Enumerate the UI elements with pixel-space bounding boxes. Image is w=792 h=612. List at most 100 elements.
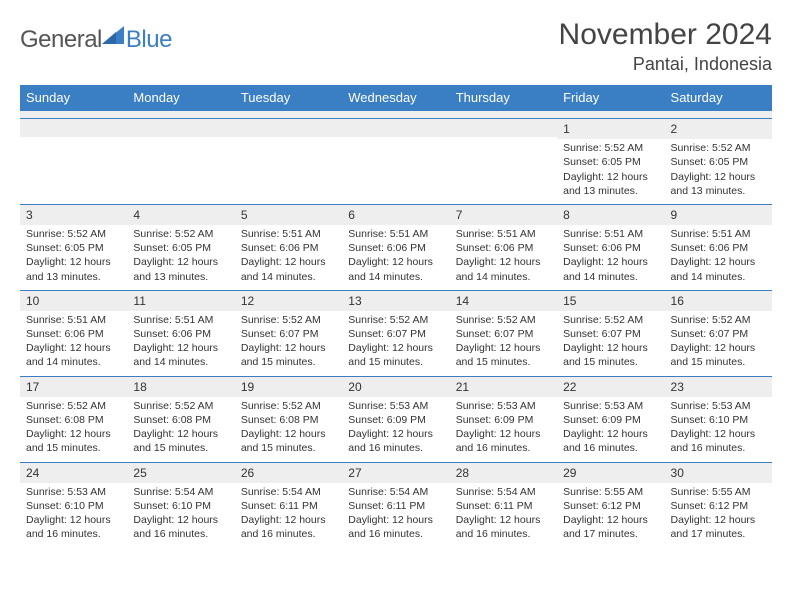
day-number: [342, 119, 449, 137]
day-sr: Sunrise: 5:53 AM: [348, 399, 443, 413]
day-sr: Sunrise: 5:52 AM: [671, 313, 766, 327]
calendar-day-cell: 11Sunrise: 5:51 AMSunset: 6:06 PMDayligh…: [127, 290, 234, 376]
day-ss: Sunset: 6:06 PM: [348, 241, 443, 255]
day-body: Sunrise: 5:54 AMSunset: 6:11 PMDaylight:…: [235, 483, 342, 548]
weekday-header: Monday: [127, 85, 234, 111]
day-ss: Sunset: 6:06 PM: [456, 241, 551, 255]
calendar-day-cell: 19Sunrise: 5:52 AMSunset: 6:08 PMDayligh…: [235, 376, 342, 462]
day-number: 16: [665, 291, 772, 311]
day-number: 13: [342, 291, 449, 311]
day-dl: Daylight: 12 hours and 15 minutes.: [563, 341, 658, 369]
day-body: Sunrise: 5:53 AMSunset: 6:10 PMDaylight:…: [665, 397, 772, 462]
calendar-day-cell: [450, 119, 557, 205]
day-body: Sunrise: 5:52 AMSunset: 6:08 PMDaylight:…: [20, 397, 127, 462]
day-number: 25: [127, 463, 234, 483]
calendar-day-cell: 2Sunrise: 5:52 AMSunset: 6:05 PMDaylight…: [665, 119, 772, 205]
calendar-day-cell: 9Sunrise: 5:51 AMSunset: 6:06 PMDaylight…: [665, 204, 772, 290]
day-number: 21: [450, 377, 557, 397]
day-body: Sunrise: 5:53 AMSunset: 6:10 PMDaylight:…: [20, 483, 127, 548]
calendar-day-cell: 30Sunrise: 5:55 AMSunset: 6:12 PMDayligh…: [665, 462, 772, 547]
weekday-header: Tuesday: [235, 85, 342, 111]
day-dl: Daylight: 12 hours and 15 minutes.: [241, 427, 336, 455]
day-dl: Daylight: 12 hours and 16 minutes.: [348, 513, 443, 541]
calendar-day-cell: 27Sunrise: 5:54 AMSunset: 6:11 PMDayligh…: [342, 462, 449, 547]
day-sr: Sunrise: 5:52 AM: [563, 313, 658, 327]
day-number: 9: [665, 205, 772, 225]
day-ss: Sunset: 6:07 PM: [671, 327, 766, 341]
day-ss: Sunset: 6:06 PM: [26, 327, 121, 341]
day-number: 23: [665, 377, 772, 397]
day-dl: Daylight: 12 hours and 17 minutes.: [671, 513, 766, 541]
day-body: Sunrise: 5:52 AMSunset: 6:08 PMDaylight:…: [127, 397, 234, 462]
day-body: Sunrise: 5:52 AMSunset: 6:05 PMDaylight:…: [20, 225, 127, 290]
day-ss: Sunset: 6:06 PM: [671, 241, 766, 255]
day-sr: Sunrise: 5:51 AM: [456, 227, 551, 241]
day-dl: Daylight: 12 hours and 14 minutes.: [456, 255, 551, 283]
day-body: Sunrise: 5:53 AMSunset: 6:09 PMDaylight:…: [450, 397, 557, 462]
day-sr: Sunrise: 5:52 AM: [671, 141, 766, 155]
logo: General Blue: [20, 18, 172, 54]
day-body: Sunrise: 5:52 AMSunset: 6:07 PMDaylight:…: [665, 311, 772, 376]
day-body: Sunrise: 5:51 AMSunset: 6:06 PMDaylight:…: [235, 225, 342, 290]
day-body: Sunrise: 5:52 AMSunset: 6:07 PMDaylight:…: [235, 311, 342, 376]
calendar-day-cell: 23Sunrise: 5:53 AMSunset: 6:10 PMDayligh…: [665, 376, 772, 462]
logo-text-blue: Blue: [126, 26, 172, 54]
calendar-day-cell: 15Sunrise: 5:52 AMSunset: 6:07 PMDayligh…: [557, 290, 664, 376]
day-ss: Sunset: 6:06 PM: [133, 327, 228, 341]
day-number: 22: [557, 377, 664, 397]
day-ss: Sunset: 6:11 PM: [456, 499, 551, 513]
day-number: 27: [342, 463, 449, 483]
day-body: Sunrise: 5:52 AMSunset: 6:05 PMDaylight:…: [127, 225, 234, 290]
day-number: 11: [127, 291, 234, 311]
day-sr: Sunrise: 5:51 AM: [671, 227, 766, 241]
calendar-day-cell: [235, 119, 342, 205]
day-ss: Sunset: 6:10 PM: [26, 499, 121, 513]
day-dl: Daylight: 12 hours and 16 minutes.: [456, 513, 551, 541]
day-ss: Sunset: 6:10 PM: [671, 413, 766, 427]
day-dl: Daylight: 12 hours and 16 minutes.: [241, 513, 336, 541]
calendar-day-cell: 14Sunrise: 5:52 AMSunset: 6:07 PMDayligh…: [450, 290, 557, 376]
day-number: 26: [235, 463, 342, 483]
day-dl: Daylight: 12 hours and 16 minutes.: [26, 513, 121, 541]
day-number: 4: [127, 205, 234, 225]
calendar-day-cell: 6Sunrise: 5:51 AMSunset: 6:06 PMDaylight…: [342, 204, 449, 290]
day-body: [450, 137, 557, 187]
day-sr: Sunrise: 5:55 AM: [563, 485, 658, 499]
month-title: November 2024: [559, 18, 772, 52]
day-body: Sunrise: 5:52 AMSunset: 6:07 PMDaylight:…: [450, 311, 557, 376]
day-body: [127, 137, 234, 187]
day-sr: Sunrise: 5:51 AM: [563, 227, 658, 241]
calendar-day-cell: 3Sunrise: 5:52 AMSunset: 6:05 PMDaylight…: [20, 204, 127, 290]
calendar-day-cell: [20, 119, 127, 205]
calendar-day-cell: 24Sunrise: 5:53 AMSunset: 6:10 PMDayligh…: [20, 462, 127, 547]
day-ss: Sunset: 6:07 PM: [348, 327, 443, 341]
calendar-day-cell: 22Sunrise: 5:53 AMSunset: 6:09 PMDayligh…: [557, 376, 664, 462]
day-ss: Sunset: 6:08 PM: [133, 413, 228, 427]
day-dl: Daylight: 12 hours and 16 minutes.: [563, 427, 658, 455]
calendar-day-cell: 18Sunrise: 5:52 AMSunset: 6:08 PMDayligh…: [127, 376, 234, 462]
day-ss: Sunset: 6:05 PM: [26, 241, 121, 255]
day-body: Sunrise: 5:51 AMSunset: 6:06 PMDaylight:…: [342, 225, 449, 290]
calendar-week-row: 10Sunrise: 5:51 AMSunset: 6:06 PMDayligh…: [20, 290, 772, 376]
day-sr: Sunrise: 5:52 AM: [241, 313, 336, 327]
day-sr: Sunrise: 5:54 AM: [348, 485, 443, 499]
weekday-header: Thursday: [450, 85, 557, 111]
day-number: 12: [235, 291, 342, 311]
day-sr: Sunrise: 5:53 AM: [26, 485, 121, 499]
day-number: 20: [342, 377, 449, 397]
header: General Blue November 2024 Pantai, Indon…: [20, 18, 772, 75]
day-number: 15: [557, 291, 664, 311]
day-body: Sunrise: 5:53 AMSunset: 6:09 PMDaylight:…: [557, 397, 664, 462]
location: Pantai, Indonesia: [559, 54, 772, 75]
day-dl: Daylight: 12 hours and 16 minutes.: [456, 427, 551, 455]
day-dl: Daylight: 12 hours and 13 minutes.: [26, 255, 121, 283]
calendar-day-cell: 8Sunrise: 5:51 AMSunset: 6:06 PMDaylight…: [557, 204, 664, 290]
day-ss: Sunset: 6:06 PM: [241, 241, 336, 255]
calendar-week-row: 3Sunrise: 5:52 AMSunset: 6:05 PMDaylight…: [20, 204, 772, 290]
day-sr: Sunrise: 5:51 AM: [348, 227, 443, 241]
day-number: 19: [235, 377, 342, 397]
day-dl: Daylight: 12 hours and 15 minutes.: [26, 427, 121, 455]
day-dl: Daylight: 12 hours and 14 minutes.: [26, 341, 121, 369]
day-sr: Sunrise: 5:54 AM: [133, 485, 228, 499]
day-number: 17: [20, 377, 127, 397]
